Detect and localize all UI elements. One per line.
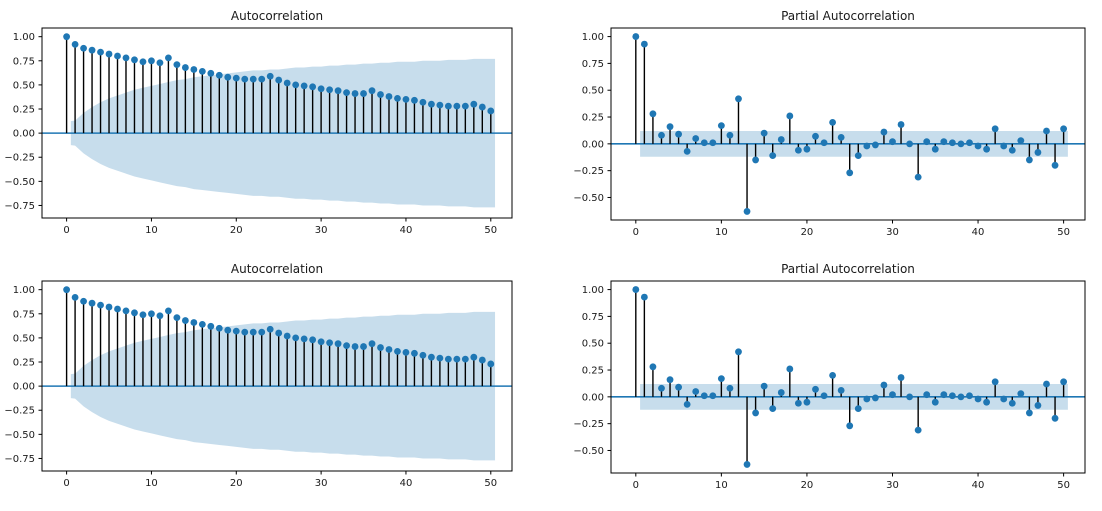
- svg-text:−0.50: −0.50: [4, 430, 35, 441]
- svg-text:50: 50: [484, 478, 497, 489]
- svg-text:−0.50: −0.50: [573, 446, 604, 457]
- svg-text:1.00: 1.00: [582, 32, 604, 43]
- svg-text:0.25: 0.25: [13, 105, 35, 116]
- svg-text:1.00: 1.00: [582, 285, 604, 296]
- svg-text:−0.50: −0.50: [4, 177, 35, 188]
- svg-text:0.75: 0.75: [13, 56, 35, 67]
- svg-text:40: 40: [972, 480, 985, 491]
- svg-text:0.50: 0.50: [13, 333, 35, 344]
- axes-spines: [41, 27, 513, 219]
- plot-title-pacf-top: Partial Autocorrelation: [781, 9, 915, 23]
- svg-text:0.50: 0.50: [13, 80, 35, 91]
- svg-text:0.25: 0.25: [582, 113, 604, 124]
- svg-text:0.00: 0.00: [13, 382, 35, 393]
- svg-text:40: 40: [400, 478, 413, 489]
- svg-text:−0.75: −0.75: [4, 201, 35, 212]
- y-axis-ticks: 1.00 0.75 0.50 0.25 0.00 −0.25 −0.50 −0.75: [4, 285, 42, 465]
- svg-text:−0.50: −0.50: [573, 193, 604, 204]
- svg-text:0.00: 0.00: [582, 139, 604, 150]
- x-axis-ticks: 0 10 20 30 40 50: [63, 471, 497, 489]
- svg-text:20: 20: [801, 480, 814, 491]
- stem-markers: [63, 286, 495, 368]
- svg-text:−0.75: −0.75: [4, 454, 35, 465]
- svg-text:30: 30: [315, 478, 328, 489]
- svg-text:10: 10: [145, 225, 158, 236]
- stem-lines: [65, 289, 492, 387]
- panel-partial-autocorrelation-bottom-right: 1.00 0.75 0.50 0.25 0.00 −0.25 −0.50 0 10 20 30 40 5…: [573, 280, 1086, 491]
- svg-text:0.75: 0.75: [582, 312, 604, 323]
- svg-text:40: 40: [400, 225, 413, 236]
- svg-text:−0.25: −0.25: [4, 406, 35, 417]
- svg-text:50: 50: [1057, 227, 1070, 238]
- svg-text:0.50: 0.50: [582, 339, 604, 350]
- svg-text:1.00: 1.00: [13, 32, 35, 43]
- svg-text:30: 30: [886, 480, 899, 491]
- svg-text:1.00: 1.00: [13, 285, 35, 296]
- svg-text:0.75: 0.75: [13, 309, 35, 320]
- svg-text:0.25: 0.25: [13, 358, 35, 369]
- x-axis-ticks: 0 10 20 30 40 50: [633, 220, 1070, 238]
- plot-title-acf-top: Autocorrelation: [231, 9, 323, 23]
- svg-text:10: 10: [145, 478, 158, 489]
- svg-text:0.50: 0.50: [582, 86, 604, 97]
- svg-text:10: 10: [715, 480, 728, 491]
- axes-spines: [41, 280, 513, 472]
- stem-markers: [632, 286, 1068, 468]
- svg-text:−0.25: −0.25: [573, 419, 604, 430]
- x-axis-ticks: 0 10 20 30 40 50: [633, 473, 1070, 491]
- panel-autocorrelation-top-left: 1.00 0.75 0.50 0.25 0.00 −0.25 −0.50 −0.75 0 10 20…: [4, 27, 513, 236]
- panel-partial-autocorrelation-top-right: 1.00 0.75 0.50 0.25 0.00 −0.25 −0.50 0 10 20 30 40 5…: [573, 27, 1086, 238]
- svg-text:40: 40: [972, 227, 985, 238]
- axes-spines: [610, 27, 1086, 221]
- y-axis-ticks: 1.00 0.75 0.50 0.25 0.00 −0.25 −0.50: [573, 32, 611, 204]
- stem-lines: [65, 36, 492, 134]
- stem-lines: [635, 36, 1065, 212]
- svg-text:0.75: 0.75: [582, 59, 604, 70]
- svg-text:0: 0: [633, 480, 639, 491]
- svg-text:20: 20: [801, 227, 814, 238]
- plot-title-acf-bottom: Autocorrelation: [231, 262, 323, 276]
- svg-text:0.00: 0.00: [582, 392, 604, 403]
- plot-title-pacf-bottom: Partial Autocorrelation: [781, 262, 915, 276]
- svg-text:−0.25: −0.25: [573, 166, 604, 177]
- y-axis-ticks: 1.00 0.75 0.50 0.25 0.00 −0.25 −0.50 −0.75: [4, 32, 42, 212]
- svg-text:0: 0: [633, 227, 639, 238]
- svg-text:20: 20: [230, 225, 243, 236]
- y-axis-ticks: 1.00 0.75 0.50 0.25 0.00 −0.25 −0.50: [573, 285, 611, 457]
- svg-text:50: 50: [1057, 480, 1070, 491]
- svg-text:30: 30: [886, 227, 899, 238]
- stem-markers: [632, 33, 1068, 215]
- svg-text:0.00: 0.00: [13, 129, 35, 140]
- svg-text:20: 20: [230, 478, 243, 489]
- svg-text:50: 50: [484, 225, 497, 236]
- svg-text:0: 0: [63, 478, 69, 489]
- svg-text:0: 0: [63, 225, 69, 236]
- svg-text:10: 10: [715, 227, 728, 238]
- svg-text:−0.25: −0.25: [4, 153, 35, 164]
- axes-spines: [610, 280, 1086, 474]
- x-axis-ticks: 0 10 20 30 40 50: [63, 218, 497, 236]
- stem-lines: [635, 289, 1065, 465]
- svg-text:30: 30: [315, 225, 328, 236]
- svg-text:0.25: 0.25: [582, 366, 604, 377]
- panel-autocorrelation-bottom-left: 1.00 0.75 0.50 0.25 0.00 −0.25 −0.50 −0.75 0 10 20…: [4, 280, 513, 489]
- stem-markers: [63, 33, 495, 115]
